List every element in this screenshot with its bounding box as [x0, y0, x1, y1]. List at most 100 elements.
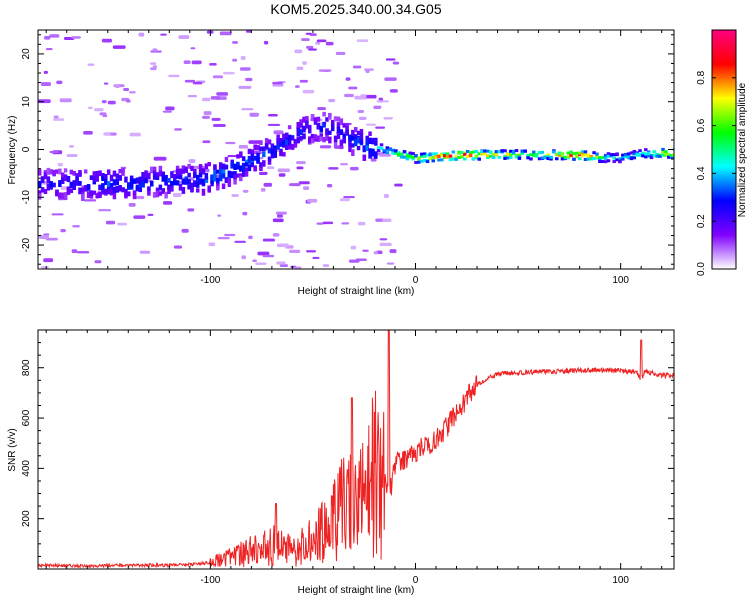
- ridge-cell: [52, 169, 56, 177]
- ridge-cell: [216, 177, 220, 184]
- ridge-cell: [532, 153, 536, 157]
- noise-cell: [204, 168, 210, 173]
- noise-cell: [38, 234, 50, 239]
- ridge-cell: [132, 193, 137, 200]
- ridge-cell: [244, 162, 249, 167]
- noise-cell: [355, 258, 367, 261]
- ridge-cell: [457, 151, 461, 155]
- ridge-cell: [43, 172, 48, 180]
- ridge-cell: [52, 182, 56, 188]
- ridge-cell: [595, 155, 599, 159]
- ridge-cell: [181, 165, 186, 172]
- ridge-cell: [483, 149, 487, 153]
- noise-cell: [234, 240, 246, 243]
- ridge-cell: [440, 153, 444, 157]
- ridge-cell: [431, 152, 435, 156]
- noise-cell: [379, 153, 391, 157]
- ridge-cell: [299, 135, 303, 141]
- ridge-cell: [514, 149, 519, 153]
- ridge-cell: [319, 126, 323, 133]
- ridge-cell: [241, 170, 246, 177]
- colorbar-frame: [711, 29, 737, 270]
- noise-cell: [252, 259, 257, 263]
- ridge-cell: [598, 156, 602, 160]
- ridge-cell: [181, 178, 186, 185]
- ridge-cell: [348, 145, 352, 153]
- ridge-cell: [632, 149, 637, 153]
- ridge-cell: [339, 144, 344, 150]
- ridge-cell: [667, 153, 671, 157]
- ridge-cell: [549, 157, 553, 161]
- noise-cell: [379, 238, 388, 241]
- ridge-cell: [529, 157, 533, 161]
- ridge-cell: [577, 157, 582, 161]
- ridge-cell: [463, 157, 467, 161]
- ridge-cell: [514, 153, 519, 157]
- ridge-cell: [491, 155, 496, 159]
- ridge-cell: [514, 155, 519, 159]
- ridge-cell: [543, 156, 548, 160]
- noise-cell: [128, 203, 136, 207]
- ridge-cell: [296, 136, 301, 144]
- noise-cell: [43, 258, 54, 263]
- ridge-cell: [187, 184, 191, 190]
- ridge-cell: [333, 116, 338, 122]
- ridge-cell: [46, 178, 51, 184]
- ridge-cell: [480, 152, 484, 156]
- ridge-cell: [333, 141, 338, 148]
- noise-cell: [178, 35, 190, 40]
- spectrogram-ytick-label: -10: [21, 190, 32, 205]
- ridge-cell: [483, 152, 487, 156]
- ridge-cell: [216, 185, 220, 191]
- ridge-cell: [566, 155, 570, 159]
- ridge-cell: [345, 125, 349, 133]
- ridge-cell: [250, 158, 255, 164]
- noise-cell: [105, 220, 116, 225]
- colorbar: 0.0 0.2 0.4 0.6 0.8 Normalized spectral ampl…: [696, 29, 748, 276]
- noise-cell: [147, 213, 154, 216]
- snr-ytick-label: 400: [21, 460, 32, 477]
- noise-cell: [49, 34, 60, 38]
- ridge-cell: [491, 152, 496, 156]
- ridge-cell: [101, 189, 105, 194]
- ridge-cell: [204, 163, 209, 170]
- ridge-cell: [236, 161, 240, 168]
- noise-cell: [71, 249, 78, 253]
- ridge-cell: [244, 171, 249, 177]
- ridge-cell: [575, 151, 579, 155]
- ridge-cell: [259, 146, 263, 151]
- noise-cell: [358, 116, 367, 121]
- noise-cell: [267, 123, 281, 126]
- noise-cell: [383, 194, 389, 198]
- spectrogram-heatmap: [38, 30, 674, 269]
- noise-cell: [191, 60, 202, 65]
- ridge-cell: [201, 168, 206, 175]
- noise-cell: [379, 242, 392, 247]
- noise-cell: [53, 115, 59, 119]
- ridge-cell: [175, 165, 180, 172]
- ridge-cell: [307, 129, 312, 134]
- noise-cell: [168, 74, 180, 78]
- ridge-cell: [49, 181, 53, 188]
- noise-cell: [319, 145, 332, 149]
- noise-cell: [174, 128, 182, 131]
- noise-cell: [339, 198, 350, 202]
- ridge-cell: [170, 185, 174, 192]
- ridge-cell: [195, 182, 200, 188]
- ridge-cell: [644, 155, 648, 159]
- ridge-cell: [646, 154, 651, 158]
- ridge-cell: [313, 134, 318, 140]
- noise-cell: [301, 38, 310, 41]
- ridge-cell: [147, 172, 151, 180]
- ridge-cell: [63, 174, 68, 182]
- ridge-cell: [336, 126, 341, 134]
- ridge-cell: [615, 158, 619, 162]
- ridge-cell: [190, 182, 194, 190]
- ridge-cell: [104, 188, 108, 195]
- ridge-cell: [425, 160, 430, 164]
- ridge-cell: [285, 139, 289, 146]
- ridge-cell: [276, 138, 280, 146]
- ridge-cell: [394, 149, 398, 153]
- noise-cell: [238, 145, 249, 149]
- noise-cell: [322, 264, 330, 267]
